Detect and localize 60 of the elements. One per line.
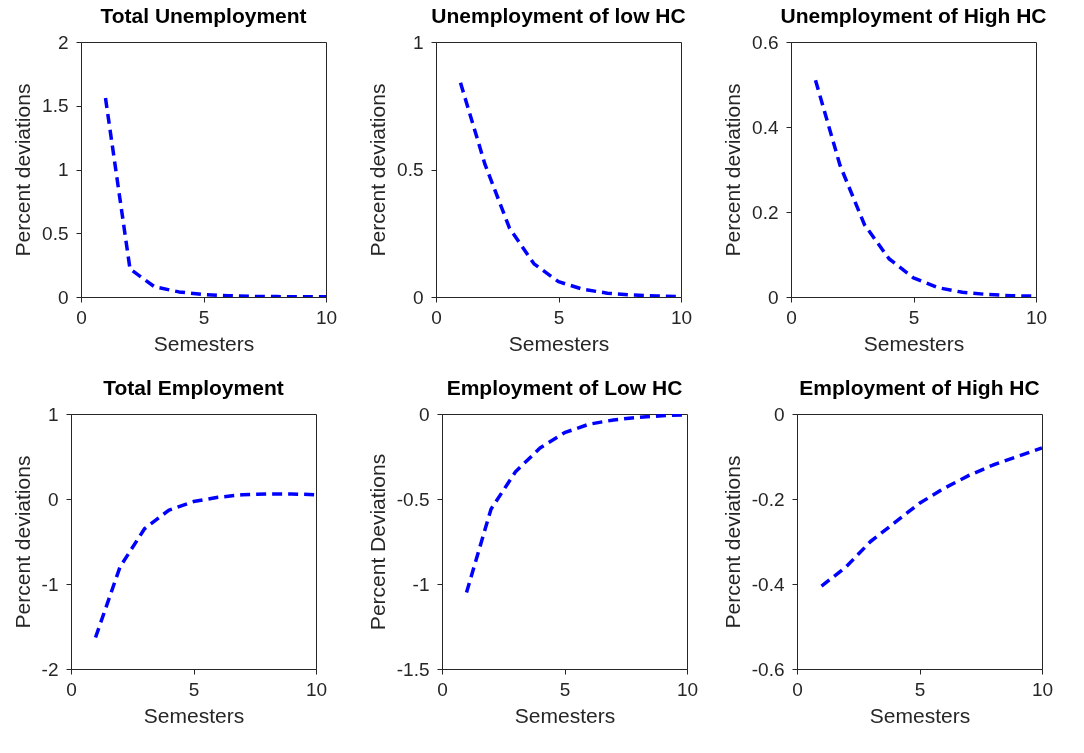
y-tick-label: 0.2 (752, 201, 779, 223)
y-tick-label: 1.5 (42, 95, 69, 117)
x-tick-label: 5 (198, 306, 210, 328)
y-tick-label: 0 (418, 403, 430, 425)
x-tick-label: 10 (315, 306, 338, 328)
y-tick-label: 0.5 (397, 159, 424, 180)
x-tick-label: 5 (908, 306, 920, 328)
x-axis-title: Semesters (863, 331, 965, 355)
x-tick-label: 10 (670, 306, 693, 328)
chart-title: Total Employment (103, 376, 284, 399)
x-tick-label: 0 (792, 678, 803, 700)
x-tick-label: 5 (559, 678, 571, 700)
chart-title: Unemployment of low HC (431, 4, 686, 27)
x-axis-title: Semesters (514, 703, 616, 727)
y-tick-label: -2 (41, 658, 59, 680)
x-tick-label: 10 (676, 678, 699, 700)
y-axis-title: Percent deviations (721, 83, 745, 257)
y-tick-label: -0.2 (751, 488, 785, 510)
line-series (103, 96, 326, 297)
x-axis-title: Semesters (508, 331, 610, 355)
y-tick-label: 2 (57, 31, 69, 53)
chart-title: Total Unemployment (100, 4, 307, 27)
y-tick-label: -0.4 (751, 573, 785, 595)
x-tick-label: 10 (305, 678, 328, 700)
x-axis-title: Semesters (143, 703, 245, 727)
x-tick-label: 5 (914, 678, 926, 700)
y-axis-title: Percent deviations (720, 455, 744, 629)
y-tick-label: 0.5 (42, 222, 69, 244)
y-axis-title: Percent Deviations (365, 453, 389, 631)
x-tick-label: 0 (76, 306, 87, 328)
line-series (819, 446, 1042, 588)
y-tick-label: 0 (57, 286, 69, 308)
y-tick-label: 0 (773, 403, 785, 425)
y-tick-label: 0 (47, 488, 59, 510)
y-axis-title: Percent deviations (366, 83, 390, 257)
y-tick-label: 0 (767, 286, 779, 308)
chart-title: Employment of Low HC (446, 376, 683, 399)
x-axis-title: Semesters (153, 331, 255, 355)
y-tick-label: -0.5 (396, 488, 430, 510)
chart-title: Employment of High HC (799, 376, 1040, 399)
x-tick-label: 0 (437, 678, 448, 700)
y-tick-label: -1.5 (396, 658, 430, 680)
y-tick-label: 0.4 (752, 116, 779, 138)
chart-title: Unemployment of High HC (780, 4, 1047, 27)
x-tick-label: 5 (553, 306, 565, 328)
y-tick-label: -1 (41, 573, 59, 595)
y-tick-label: 1 (47, 403, 59, 425)
y-tick-label: -0.6 (751, 658, 785, 680)
x-axis-title: Semesters (869, 703, 971, 727)
y-tick-label: 0.6 (752, 31, 779, 53)
x-tick-label: 10 (1031, 678, 1054, 700)
x-tick-label: 10 (1025, 306, 1048, 328)
x-tick-label: 5 (188, 678, 200, 700)
y-tick-label: 1 (57, 159, 69, 180)
y-axis-title: Percent deviations (10, 455, 34, 629)
y-tick-label: -1 (412, 573, 430, 595)
y-axis-title: Percent deviations (11, 83, 35, 257)
line-series (93, 492, 316, 640)
y-tick-label: 0 (412, 286, 424, 308)
y-tick-label: 1 (412, 31, 424, 53)
